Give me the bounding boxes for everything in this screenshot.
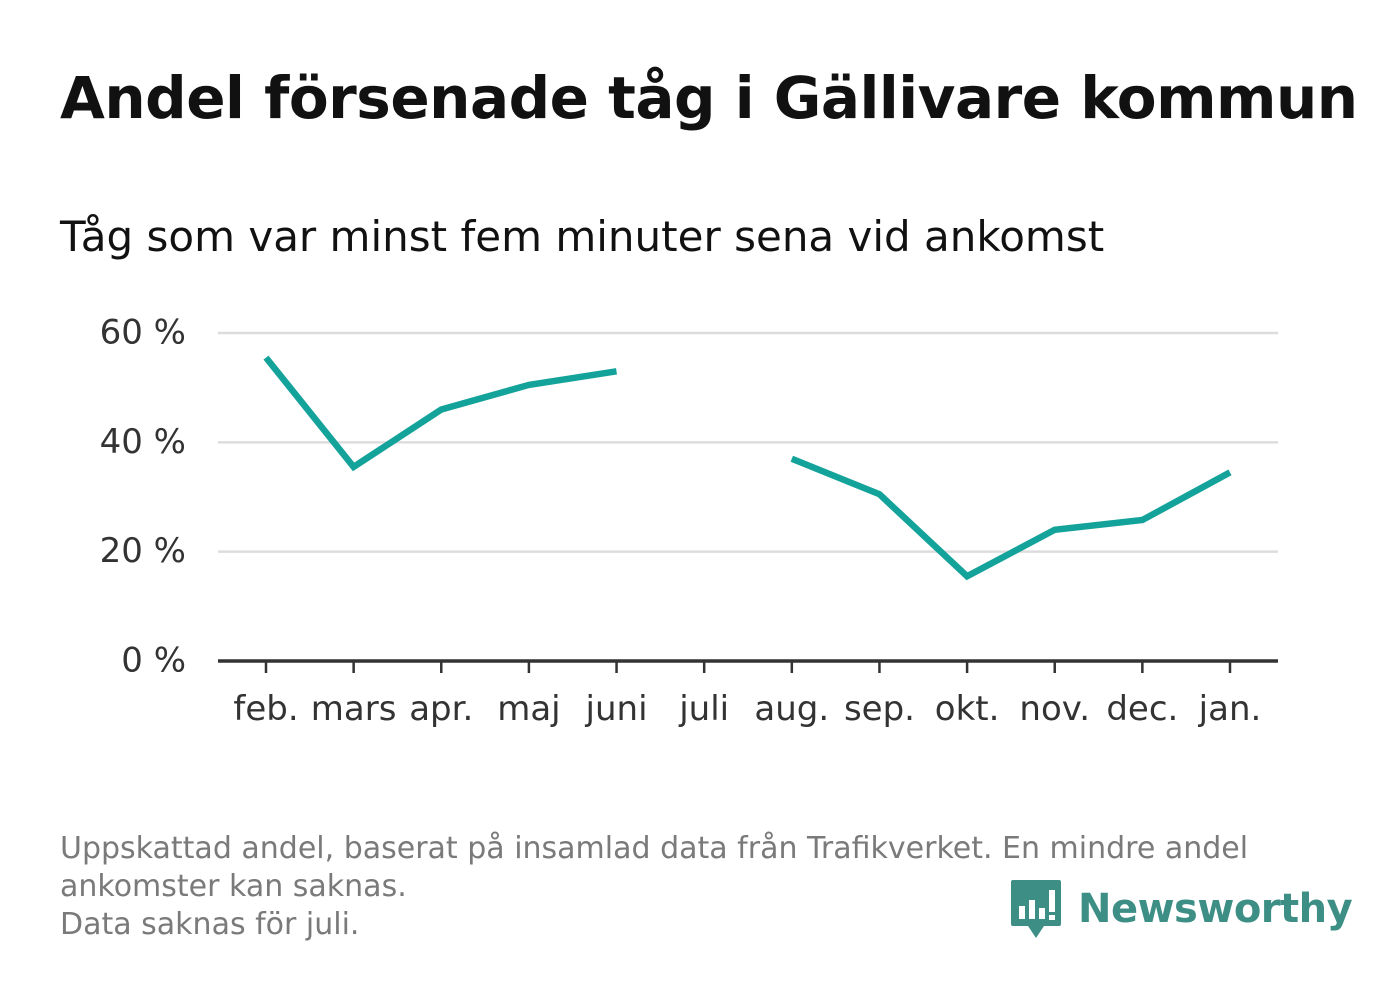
brand-logo: Newsworthy xyxy=(1010,878,1353,940)
x-tick-label: sep. xyxy=(844,689,915,729)
x-tick-label: nov. xyxy=(1019,689,1090,729)
y-tick-label: 40 % xyxy=(100,422,186,462)
x-tick-label: mars xyxy=(311,689,397,729)
grid-lines xyxy=(218,331,1278,553)
x-axis xyxy=(218,659,1278,673)
x-tick-label: juli xyxy=(678,689,729,729)
x-tick-label: aug. xyxy=(754,689,829,729)
chart-title: Andel försenade tåg i Gällivare kommun xyxy=(60,64,1358,132)
x-tick-label: jan. xyxy=(1198,689,1262,729)
x-axis-tick-labels: feb. mars apr. maj juni juli aug. sep. okt. nov. d… xyxy=(233,689,1261,729)
x-tick-label: feb. xyxy=(233,689,298,729)
y-tick-label: 20 % xyxy=(100,531,186,571)
x-tick-label: maj xyxy=(497,689,560,729)
footnote-line-3: Data saknas för juli. xyxy=(60,907,360,942)
brand-name: Newsworthy xyxy=(1078,886,1353,932)
y-axis-tick-labels: 0 % 20 % 40 % 60 % xyxy=(100,313,186,681)
series-lines xyxy=(263,355,1232,581)
chart-subtitle: Tåg som var minst fem minuter sena vid a… xyxy=(60,212,1105,261)
y-tick-label: 60 % xyxy=(100,313,186,353)
footnote: Uppskattad andel, baserat på insamlad da… xyxy=(60,830,1310,944)
series-line-segment-1 xyxy=(263,355,617,472)
x-tick-label: juni xyxy=(585,689,648,729)
footnote-line-1: Uppskattad andel, baserat på insamlad da… xyxy=(60,831,1249,866)
x-tick-label: apr. xyxy=(409,689,473,729)
x-tick-label: okt. xyxy=(935,689,1000,729)
series-line-segment-2 xyxy=(790,455,1232,581)
x-tick-label: dec. xyxy=(1106,689,1178,729)
y-tick-label: 0 % xyxy=(121,641,186,681)
footnote-line-2: ankomster kan saknas. xyxy=(60,869,407,904)
bar-chart-speech-bubble-icon xyxy=(1011,880,1061,938)
